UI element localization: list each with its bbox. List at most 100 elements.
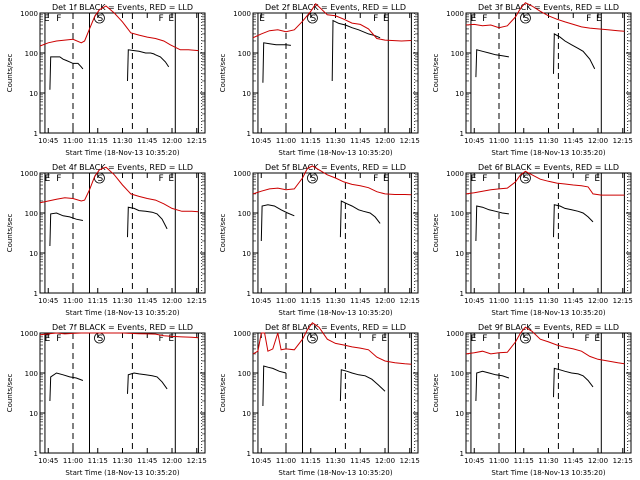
chart-panel-7: Det 7f BLACK = Events, RED = LLDStart Ti… bbox=[6, 323, 207, 477]
x-tick-label: 11:45 bbox=[350, 297, 370, 305]
x-tick-label: 12:00 bbox=[162, 457, 182, 465]
chart-panel-9: Det 9f BLACK = Events, RED = LLDStart Ti… bbox=[432, 323, 633, 477]
x-tick-label: 12:15 bbox=[613, 297, 633, 305]
y-tick-label: 10 bbox=[242, 90, 251, 98]
y-axis-label: Counts/sec bbox=[219, 374, 227, 413]
plot-frame bbox=[466, 13, 631, 133]
x-tick-label: 12:00 bbox=[588, 137, 608, 145]
y-tick-label: 10 bbox=[242, 250, 251, 258]
y-tick-label: 1000 bbox=[20, 10, 38, 18]
interval-marker: E bbox=[168, 174, 174, 184]
y-tick-label: 1000 bbox=[446, 330, 464, 338]
plot-frame bbox=[40, 173, 205, 293]
x-tick-label: 12:00 bbox=[162, 297, 182, 305]
x-tick-label: 11:45 bbox=[563, 297, 583, 305]
interval-marker: F bbox=[373, 174, 378, 184]
x-tick-label: 11:30 bbox=[538, 457, 558, 465]
x-tick-label: 11:30 bbox=[325, 137, 345, 145]
x-tick-label: 11:30 bbox=[112, 137, 132, 145]
x-tick-label: 11:15 bbox=[88, 457, 108, 465]
x-tick-label: 11:00 bbox=[489, 137, 509, 145]
series-line-events bbox=[554, 205, 594, 237]
interval-marker: F bbox=[373, 14, 378, 24]
y-axis-label: Counts/sec bbox=[432, 374, 440, 413]
x-tick-label: 11:00 bbox=[489, 297, 509, 305]
plot-frame bbox=[253, 173, 418, 293]
y-tick-label: 10 bbox=[29, 410, 38, 418]
y-tick-label: 100 bbox=[451, 210, 464, 218]
interval-marker: S bbox=[310, 174, 316, 184]
series-line-events bbox=[50, 373, 83, 401]
interval-marker: E bbox=[45, 334, 51, 344]
interval-marker: F bbox=[56, 334, 61, 344]
x-tick-label: 10:45 bbox=[464, 297, 484, 305]
x-tick-label: 10:45 bbox=[464, 457, 484, 465]
x-tick-label: 10:45 bbox=[251, 137, 271, 145]
y-tick-label: 100 bbox=[25, 370, 38, 378]
interval-marker: F bbox=[159, 14, 164, 24]
chart-panel-6: Det 6f BLACK = Events, RED = LLD Start Ti… bbox=[432, 163, 633, 317]
x-tick-label: 11:00 bbox=[63, 297, 83, 305]
series-line-events bbox=[261, 205, 294, 241]
x-tick-label: 11:15 bbox=[301, 457, 321, 465]
chart-title: Det 5f BLACK = Events, RED = LLD bbox=[265, 163, 406, 172]
y-tick-label: 100 bbox=[238, 50, 251, 58]
y-tick-label: 1000 bbox=[233, 170, 251, 178]
interval-marker: E bbox=[45, 174, 51, 184]
y-tick-label: 100 bbox=[238, 210, 251, 218]
series-line-events bbox=[50, 213, 83, 246]
y-tick-label: 100 bbox=[25, 210, 38, 218]
series-line-lld bbox=[466, 171, 624, 195]
interval-marker: E bbox=[594, 174, 600, 184]
y-tick-label: 10 bbox=[29, 250, 38, 258]
x-tick-label: 10:45 bbox=[38, 137, 58, 145]
x-tick-label: 12:15 bbox=[187, 297, 207, 305]
x-tick-label: 11:30 bbox=[112, 457, 132, 465]
series-line-events bbox=[476, 371, 509, 401]
x-axis-label: Start Time (18-Nov-13 10:35:20) bbox=[278, 149, 392, 157]
x-tick-label: 11:45 bbox=[350, 457, 370, 465]
x-tick-label: 12:00 bbox=[588, 297, 608, 305]
y-tick-label: 1000 bbox=[233, 330, 251, 338]
y-axis-label: Counts/sec bbox=[219, 54, 227, 93]
interval-marker: E bbox=[381, 334, 387, 344]
x-tick-label: 11:00 bbox=[63, 137, 83, 145]
interval-marker: E bbox=[44, 14, 50, 24]
chart-title: Det 8f BLACK = Events, RED = LLD bbox=[265, 323, 406, 332]
x-tick-label: 12:15 bbox=[613, 137, 633, 145]
x-tick-label: 11:00 bbox=[276, 297, 296, 305]
x-tick-label: 12:00 bbox=[375, 457, 395, 465]
series-line-events bbox=[128, 207, 168, 237]
interval-marker: E bbox=[471, 334, 477, 344]
x-tick-label: 11:45 bbox=[350, 137, 370, 145]
x-tick-label: 12:15 bbox=[187, 457, 207, 465]
series-line-events bbox=[554, 368, 594, 397]
x-axis-label: Start Time (18-Nov-13 10:35:20) bbox=[491, 309, 605, 317]
chart-title: Det 6f BLACK = Events, RED = LLD bbox=[478, 163, 619, 172]
series-line-events bbox=[332, 21, 380, 82]
interval-marker: S bbox=[523, 334, 529, 344]
y-tick-label: 10 bbox=[455, 250, 464, 258]
y-tick-label: 100 bbox=[451, 370, 464, 378]
x-tick-label: 10:45 bbox=[251, 297, 271, 305]
x-axis-label: Start Time (18-Nov-13 10:35:20) bbox=[65, 149, 179, 157]
x-tick-label: 11:45 bbox=[563, 137, 583, 145]
chart-title: Det 2f BLACK = Events, RED = LLD bbox=[265, 3, 406, 12]
series-line-events bbox=[128, 373, 168, 394]
x-tick-label: 11:15 bbox=[514, 137, 534, 145]
interval-marker: F bbox=[482, 174, 487, 184]
series-line-events bbox=[263, 366, 286, 406]
x-tick-label: 12:00 bbox=[162, 137, 182, 145]
interval-marker: F bbox=[56, 14, 61, 24]
x-tick-label: 11:15 bbox=[88, 137, 108, 145]
chart-title: Det 9f BLACK = Events, RED = LLD bbox=[478, 323, 619, 332]
y-tick-label: 10 bbox=[242, 410, 251, 418]
series-line-events bbox=[50, 57, 83, 90]
x-tick-label: 10:45 bbox=[251, 457, 271, 465]
chart-panel-2: Det 2f BLACK = Events, RED = LLD Start Ti… bbox=[219, 3, 420, 157]
y-axis-label: Counts/sec bbox=[432, 214, 440, 253]
x-tick-label: 11:30 bbox=[325, 457, 345, 465]
interval-marker: E bbox=[168, 334, 174, 344]
plot-frame bbox=[466, 173, 631, 293]
x-tick-label: 11:45 bbox=[137, 297, 157, 305]
